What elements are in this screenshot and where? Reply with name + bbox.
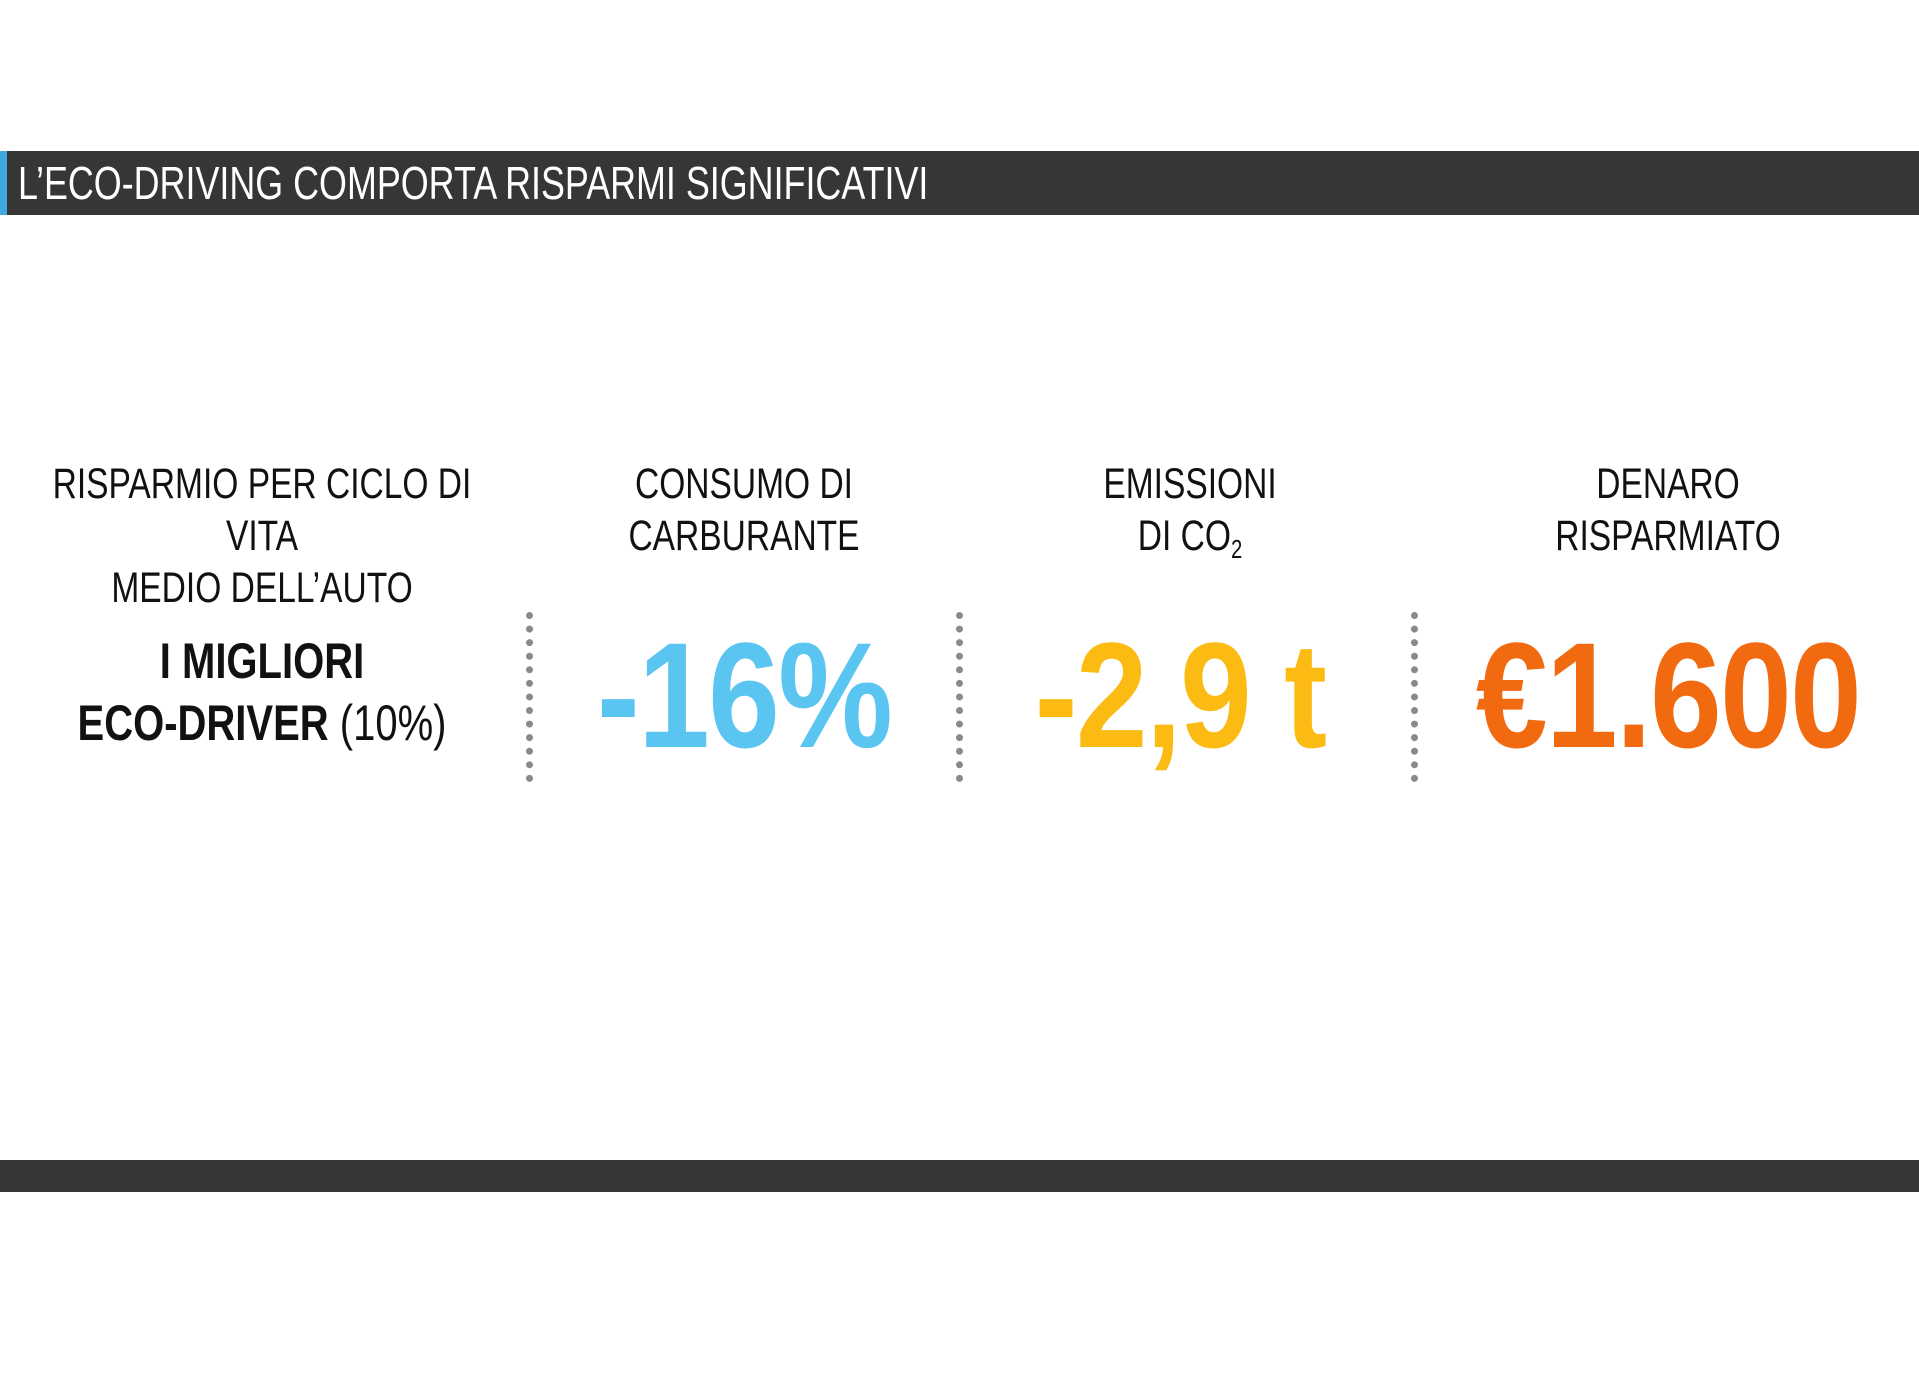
header-line: RISPARMIO PER CICLO DI VITA bbox=[52, 460, 472, 560]
title-bar: L’ECO-DRIVING COMPORTA RISPARMI SIGNIFIC… bbox=[0, 151, 1919, 215]
header-text: DI CO bbox=[1137, 512, 1231, 560]
dotted-divider bbox=[526, 612, 533, 782]
lead-label: I MIGLIORI ECO-DRIVER (10%) bbox=[38, 630, 486, 754]
header-money: DENARO RISPARMIATO bbox=[1450, 458, 1887, 562]
lead-line1: I MIGLIORI bbox=[159, 633, 365, 689]
dotted-divider bbox=[1411, 612, 1418, 782]
header-lifecycle: RISPARMIO PER CICLO DI VITA MEDIO DELL’A… bbox=[44, 458, 481, 614]
header-line: DI CO2 bbox=[972, 510, 1409, 562]
header-line: MEDIO DELL’AUTO bbox=[111, 564, 413, 612]
header-line: RISPARMIATO bbox=[1555, 512, 1781, 560]
header-co2: EMISSIONI DI CO2 bbox=[972, 458, 1409, 562]
header-line: DENARO bbox=[1596, 460, 1740, 508]
fuel-value: -16% bbox=[596, 611, 893, 779]
header-line: CONSUMO DI bbox=[634, 460, 854, 508]
title-accent bbox=[0, 151, 7, 215]
bottom-bar bbox=[0, 1160, 1919, 1192]
money-value: €1.600 bbox=[1475, 611, 1862, 779]
page-title: L’ECO-DRIVING COMPORTA RISPARMI SIGNIFIC… bbox=[18, 157, 929, 209]
lead-line2-light: (10%) bbox=[339, 695, 447, 751]
dotted-divider bbox=[956, 612, 963, 782]
lead-line2-bold: ECO-DRIVER bbox=[77, 695, 329, 751]
header-line: CARBURANTE bbox=[628, 512, 860, 560]
subscript: 2 bbox=[1230, 534, 1243, 564]
header-line: EMISSIONI bbox=[1103, 460, 1277, 508]
header-fuel: CONSUMO DI CARBURANTE bbox=[526, 458, 963, 562]
co2-value: -2,9 t bbox=[1034, 611, 1327, 779]
